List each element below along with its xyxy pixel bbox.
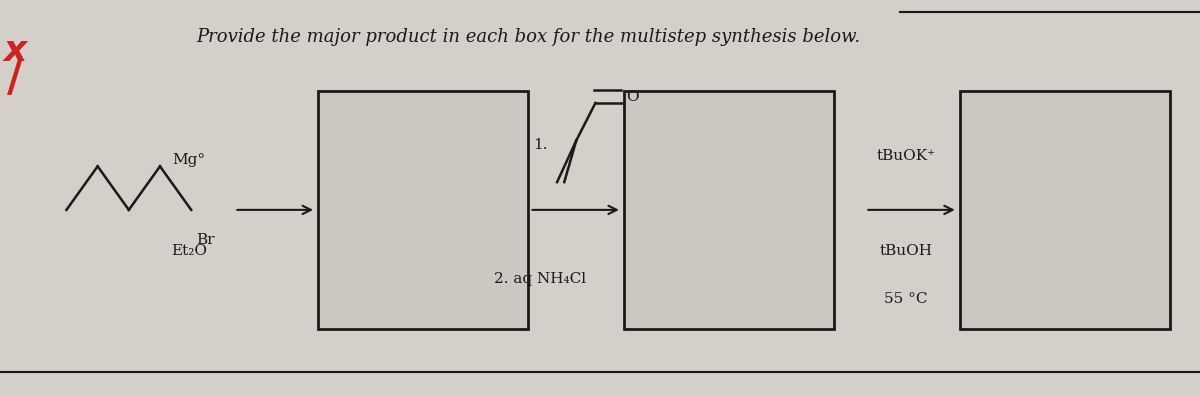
Bar xyxy=(624,91,834,329)
Text: Mg°: Mg° xyxy=(173,153,205,168)
Text: 1.: 1. xyxy=(533,137,547,152)
Text: tBuOH: tBuOH xyxy=(880,244,932,259)
Text: O: O xyxy=(626,89,640,104)
Text: Provide the major product in each box for the multistep synthesis below.: Provide the major product in each box fo… xyxy=(196,28,860,46)
Text: 55 °C: 55 °C xyxy=(884,292,928,306)
Text: /: / xyxy=(7,58,23,100)
Bar xyxy=(960,91,1170,329)
Bar xyxy=(318,91,528,329)
Text: Br: Br xyxy=(196,232,215,247)
Text: x: x xyxy=(4,34,26,69)
Text: tBuOK⁺: tBuOK⁺ xyxy=(876,149,936,164)
Text: Et₂O: Et₂O xyxy=(170,244,206,259)
Text: 2. aq NH₄Cl: 2. aq NH₄Cl xyxy=(494,272,587,286)
